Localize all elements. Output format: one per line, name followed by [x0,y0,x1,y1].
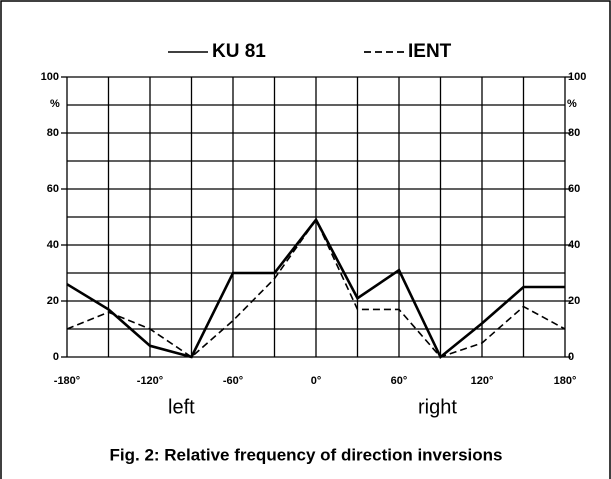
x-tick-label: -60° [223,375,243,387]
series-line [66,218,566,359]
x-side-label: right [418,396,457,418]
x-tick-label: 60° [391,375,408,387]
x-tick-label: 0° [311,375,322,387]
y-tick-label: 60 [568,183,580,195]
y-tick-label: 0 [568,351,574,363]
legend-label: IENT [408,41,452,62]
y-tick-label: 40 [47,239,59,251]
y-unit: % [50,98,60,110]
y-tick-label: 100 [568,71,586,83]
x-side-label: left [168,396,195,418]
legend-label: KU 81 [212,41,266,62]
y-unit: % [567,98,577,110]
x-tick-label: -180° [54,375,80,387]
y-tick-label: 80 [47,127,59,139]
y-tick-label: 20 [47,295,59,307]
x-tick-label: -120° [137,375,163,387]
y-tick-label: 20 [568,295,580,307]
y-tick-label: 40 [568,239,580,251]
y-tick-label: 80 [568,127,580,139]
x-tick-label: 120° [471,375,494,387]
y-tick-label: 60 [47,183,59,195]
caption: Fig. 2: Relative frequency of direction … [110,445,503,464]
y-tick-label: 100 [41,71,59,83]
y-tick-label: 0 [53,351,59,363]
x-tick-label: 180° [554,375,577,387]
